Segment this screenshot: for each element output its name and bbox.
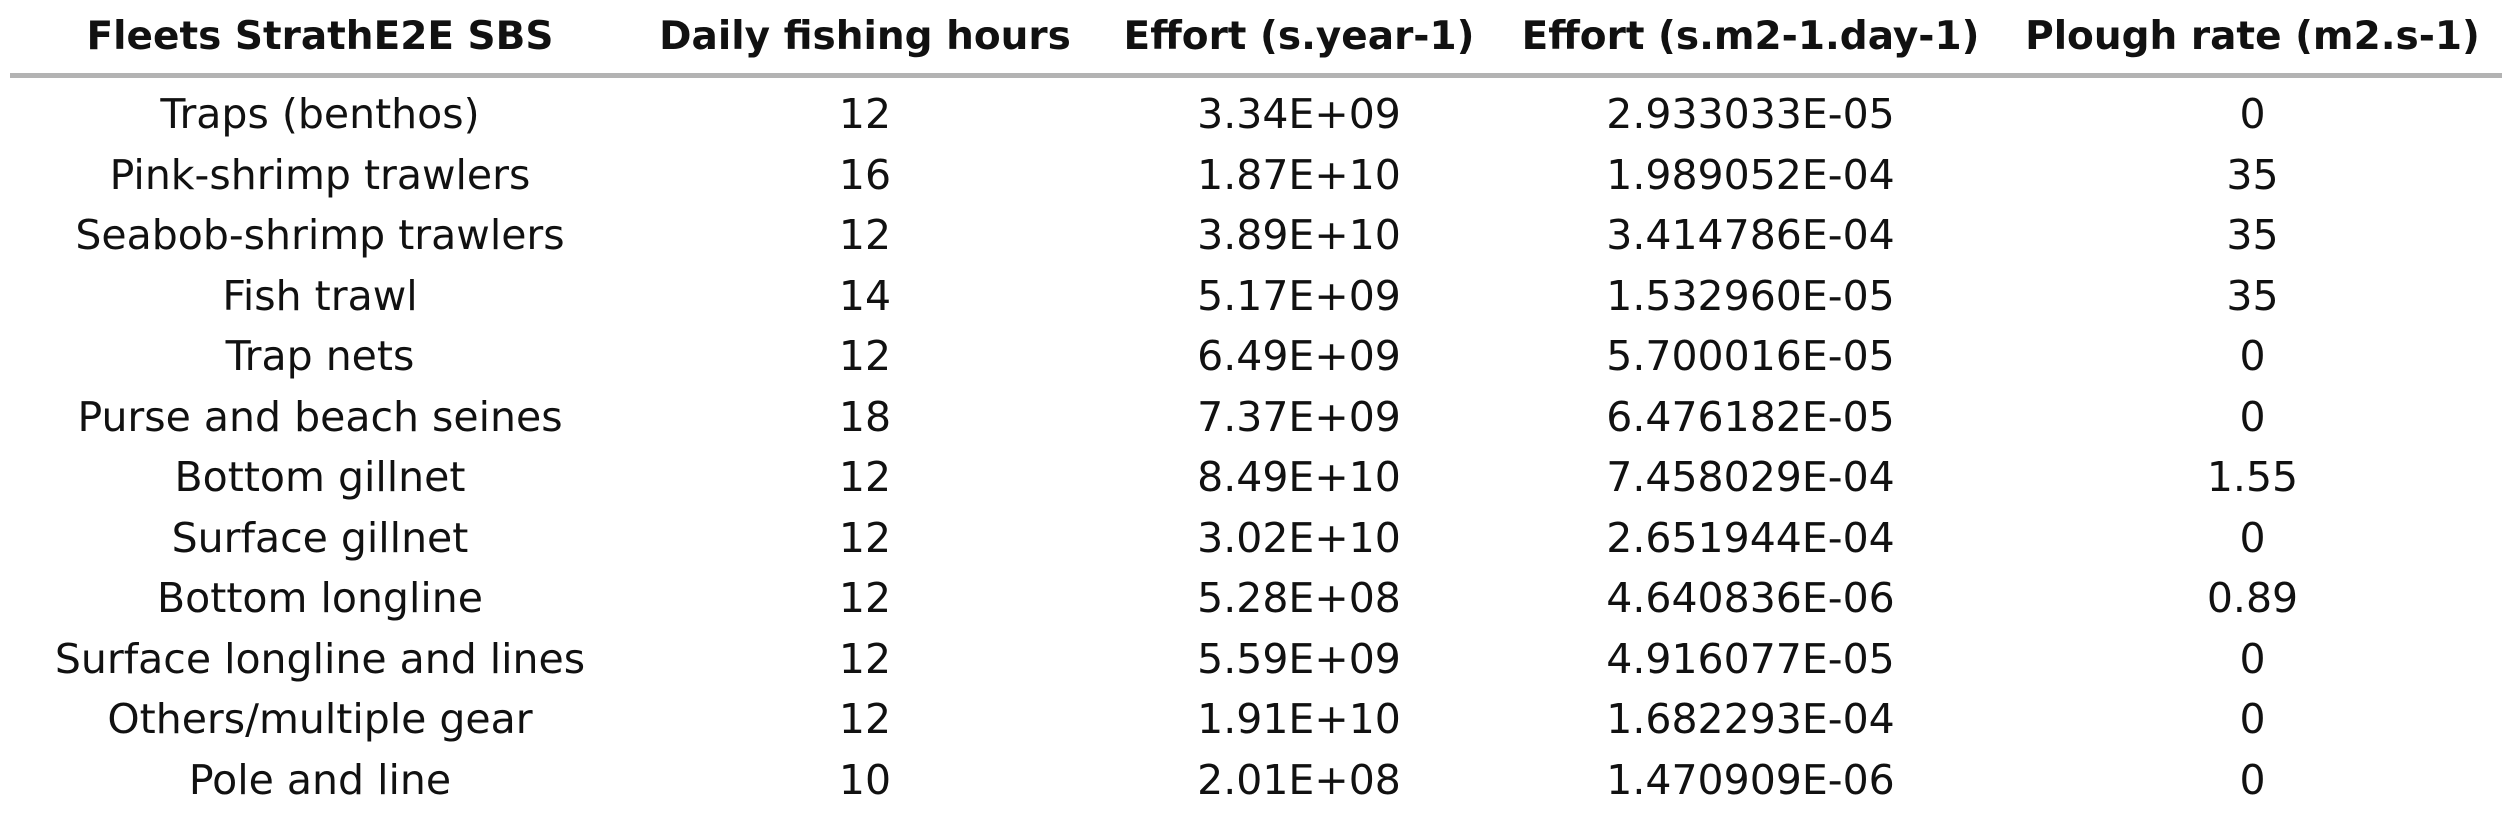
cell-daily-hours: 12: [838, 695, 892, 744]
cell-daily-hours: 12: [838, 90, 892, 139]
cell-effort-area-day: 5.700016E-05: [1606, 332, 1895, 381]
cell-effort-year: 5.28E+08: [1197, 574, 1401, 623]
cell-fleet-name: Surface gillnet: [171, 513, 469, 562]
cell-effort-area-day: 1.470909E-06: [1606, 755, 1895, 804]
cell-fleet-name: Pink-shrimp trawlers: [109, 150, 531, 199]
cell-effort-area-day: 1.989052E-04: [1606, 150, 1895, 199]
cell-plough-rate: 0: [2239, 332, 2266, 381]
cell-daily-hours: 14: [838, 271, 892, 320]
cell-daily-hours: 12: [838, 574, 892, 623]
cell-daily-hours: 12: [838, 332, 892, 381]
cell-daily-hours: 12: [838, 453, 892, 502]
cell-plough-rate: 0: [2239, 392, 2266, 441]
header-effort-per-year: Effort (s.year-1): [1123, 14, 1475, 59]
cell-daily-hours: 18: [838, 392, 892, 441]
cell-daily-hours: 10: [838, 755, 892, 804]
table-row: Fish trawl 14 5.17E+09 1.532960E-05 35: [10, 266, 2502, 327]
cell-plough-rate: 0: [2239, 695, 2266, 744]
cell-plough-rate: 1.55: [2206, 453, 2299, 502]
table-row: Pink-shrimp trawlers 16 1.87E+10 1.989052E-…: [10, 145, 2502, 206]
header-daily-fishing-hours: Daily fishing hours: [659, 14, 1071, 59]
cell-daily-hours: 16: [838, 150, 892, 199]
cell-plough-rate: 35: [2226, 150, 2279, 199]
header-fleets: Fleets StrathE2E SBS: [86, 14, 554, 59]
cell-fleet-name: Surface longline and lines: [54, 634, 586, 683]
cell-effort-year: 5.59E+09: [1197, 634, 1401, 683]
cell-plough-rate: 35: [2226, 271, 2279, 320]
header-plough-rate: Plough rate (m2.s-1): [2025, 14, 2480, 59]
cell-plough-rate: 35: [2226, 211, 2279, 260]
fleet-effort-table: Fleets StrathE2E SBS Daily fishing hours…: [10, 0, 2502, 810]
cell-fleet-name: Bottom longline: [157, 574, 483, 623]
cell-daily-hours: 12: [838, 211, 892, 260]
table-row: Seabob-shrimp trawlers 12 3.89E+10 3.414786…: [10, 205, 2502, 266]
table-row: Trap nets 12 6.49E+09 5.700016E-05 0: [10, 326, 2502, 387]
cell-effort-area-day: 1.682293E-04: [1606, 695, 1895, 744]
cell-fleet-name: Seabob-shrimp trawlers: [75, 211, 565, 260]
cell-effort-year: 3.34E+09: [1197, 90, 1401, 139]
cell-plough-rate: 0: [2239, 755, 2266, 804]
cell-fleet-name: Others/multiple gear: [107, 695, 533, 744]
header-effort-per-area-day: Effort (s.m2-1.day-1): [1521, 14, 1980, 59]
table-row: Pole and line 10 2.01E+08 1.470909E-06 0: [10, 750, 2502, 811]
table-row: Bottom longline 12 5.28E+08 4.640836E-06 0.8…: [10, 568, 2502, 629]
table-row: Others/multiple gear 12 1.91E+10 1.682293E-…: [10, 689, 2502, 750]
cell-effort-area-day: 6.476182E-05: [1606, 392, 1895, 441]
table-row: Surface gillnet 12 3.02E+10 2.651944E-04 0: [10, 508, 2502, 569]
cell-fleet-name: Purse and beach seines: [77, 392, 563, 441]
cell-fleet-name: Pole and line: [188, 755, 452, 804]
cell-effort-area-day: 7.458029E-04: [1606, 453, 1895, 502]
cell-effort-area-day: 4.916077E-05: [1606, 634, 1895, 683]
table-row: Bottom gillnet 12 8.49E+10 7.458029E-04 1.55: [10, 447, 2502, 508]
table-body: Traps (benthos) 12 3.34E+09 2.933033E-05 0 Pi…: [10, 78, 2502, 810]
cell-effort-year: 1.87E+10: [1197, 150, 1401, 199]
table-row: Surface longline and lines 12 5.59E+09 4.91…: [10, 629, 2502, 690]
cell-fleet-name: Trap nets: [225, 332, 415, 381]
cell-daily-hours: 12: [838, 634, 892, 683]
cell-effort-area-day: 2.651944E-04: [1606, 513, 1895, 562]
cell-daily-hours: 12: [838, 513, 892, 562]
table-row: Traps (benthos) 12 3.34E+09 2.933033E-05 0: [10, 84, 2502, 145]
cell-effort-year: 1.91E+10: [1197, 695, 1401, 744]
cell-effort-year: 7.37E+09: [1197, 392, 1401, 441]
cell-effort-year: 8.49E+10: [1197, 453, 1401, 502]
cell-effort-year: 3.89E+10: [1197, 211, 1401, 260]
cell-effort-year: 6.49E+09: [1197, 332, 1401, 381]
cell-effort-area-day: 2.933033E-05: [1606, 90, 1895, 139]
cell-effort-year: 3.02E+10: [1197, 513, 1401, 562]
table-header: Fleets StrathE2E SBS Daily fishing hours…: [10, 0, 2502, 78]
cell-plough-rate: 0: [2239, 90, 2266, 139]
cell-plough-rate: 0: [2239, 634, 2266, 683]
table-row: Purse and beach seines 18 7.37E+09 6.476182…: [10, 387, 2502, 448]
cell-effort-year: 5.17E+09: [1197, 271, 1401, 320]
cell-fleet-name: Traps (benthos): [160, 90, 480, 139]
cell-effort-area-day: 4.640836E-06: [1606, 574, 1895, 623]
cell-effort-area-day: 1.532960E-05: [1606, 271, 1895, 320]
cell-fleet-name: Fish trawl: [222, 271, 418, 320]
cell-effort-area-day: 3.414786E-04: [1606, 211, 1895, 260]
cell-fleet-name: Bottom gillnet: [174, 453, 466, 502]
cell-effort-year: 2.01E+08: [1197, 755, 1401, 804]
cell-plough-rate: 0.89: [2206, 574, 2299, 623]
cell-plough-rate: 0: [2239, 513, 2266, 562]
